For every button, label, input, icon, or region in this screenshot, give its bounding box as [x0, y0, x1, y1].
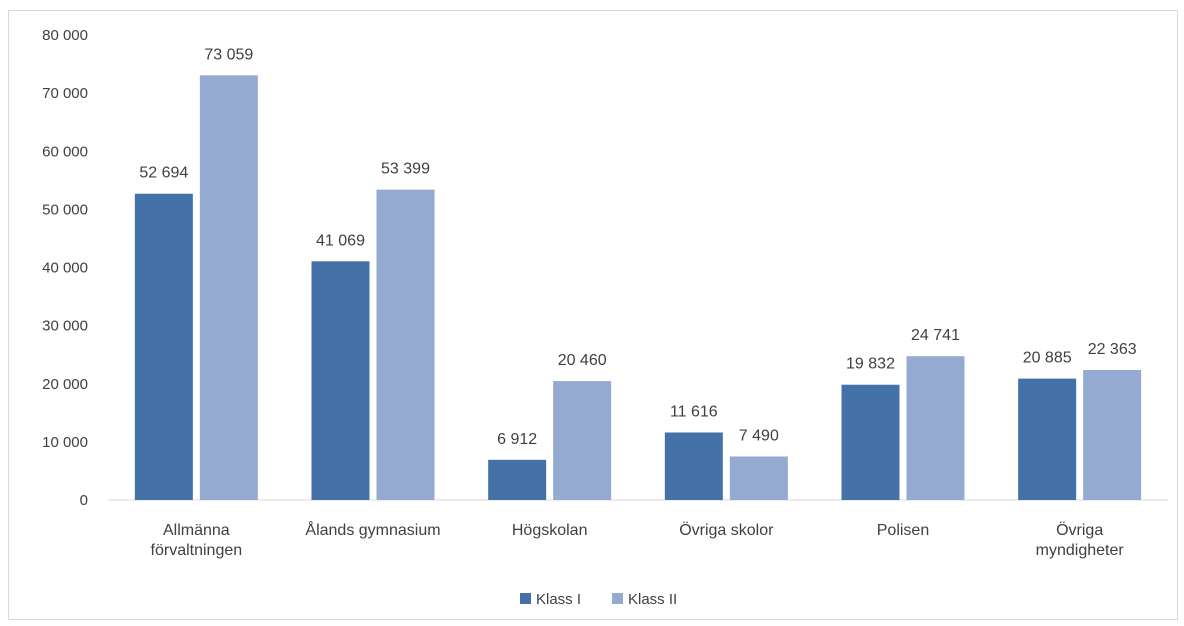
- legend-label: Klass II: [628, 591, 677, 608]
- data-label: 19 832: [846, 356, 895, 373]
- bar-klass-i: [664, 432, 723, 500]
- bar-klass-i: [311, 261, 370, 500]
- data-label: 52 694: [139, 165, 188, 182]
- data-label: 11 616: [670, 403, 718, 420]
- data-label: 41 069: [316, 232, 365, 249]
- data-label: 20 885: [1023, 350, 1072, 367]
- bar-klass-i: [1018, 378, 1077, 500]
- legend-swatch: [520, 593, 531, 604]
- y-tick-label: 30 000: [42, 318, 88, 335]
- y-tick-label: 40 000: [42, 260, 88, 277]
- y-tick-label: 80 000: [42, 27, 88, 44]
- x-tick-label: Övriga myndigheter: [1036, 521, 1125, 559]
- data-label: 6 912: [497, 431, 537, 448]
- legend-label: Klass I: [536, 591, 581, 608]
- x-tick-label: Ålands gymnasium: [305, 520, 440, 539]
- data-labels: 52 694 73 059 41 069 53 399 6 912 20 460 11 61…: [139, 46, 1136, 447]
- bar-klass-i: [841, 384, 900, 500]
- y-tick-label: 70 000: [42, 85, 88, 102]
- data-label: 24 741: [911, 327, 960, 344]
- y-tick-label: 10 000: [42, 434, 88, 451]
- x-tick-label: Högskolan: [512, 522, 588, 539]
- legend: Klass I Klass II: [520, 591, 677, 608]
- legend-swatch: [612, 593, 623, 604]
- bar-klass-i: [134, 193, 193, 500]
- y-tick-label: 60 000: [42, 143, 88, 160]
- x-tick-label: Allmänna förvaltningen: [151, 522, 243, 559]
- bar-klass-ii: [906, 356, 965, 500]
- bars: [134, 75, 1142, 501]
- x-tick-label: Övriga skolor: [679, 521, 774, 539]
- data-label: 22 363: [1088, 341, 1137, 358]
- bar-klass-ii: [553, 381, 612, 500]
- y-tick-label: 20 000: [42, 376, 88, 393]
- bar-klass-ii: [729, 456, 788, 500]
- data-label: 73 059: [204, 46, 253, 63]
- bar-klass-i: [488, 459, 547, 500]
- x-axis: Allmänna förvaltningen Ålands gymnasium Hög…: [108, 499, 1168, 559]
- bar-klass-ii: [199, 75, 258, 501]
- bar-klass-ii: [376, 189, 435, 500]
- x-tick-label: Polisen: [877, 522, 929, 539]
- y-tick-label: 0: [80, 492, 88, 509]
- y-tick-label: 50 000: [42, 201, 88, 218]
- bar-klass-ii: [1083, 370, 1142, 500]
- y-axis: 0 10 000 20 000 30 000 40 000 50 000 60 000 70 …: [42, 27, 88, 509]
- data-label: 53 399: [381, 161, 430, 178]
- data-label: 20 460: [558, 352, 607, 369]
- data-label: 7 490: [739, 427, 779, 444]
